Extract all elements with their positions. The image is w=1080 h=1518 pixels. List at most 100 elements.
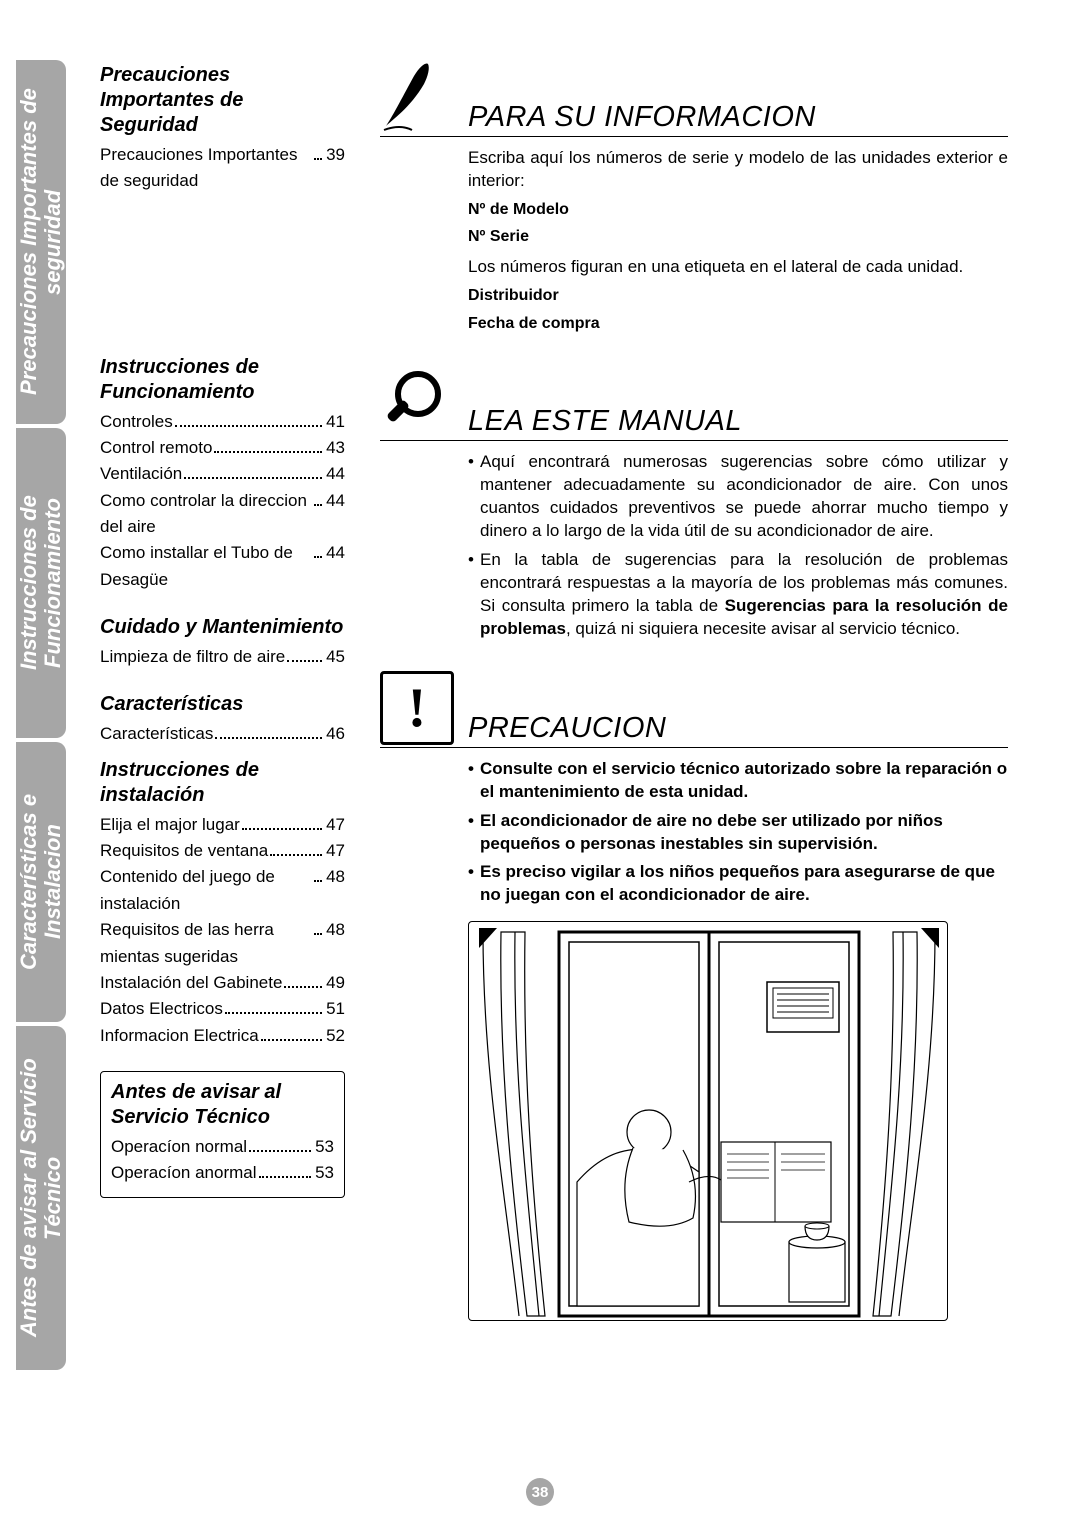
toc-entry-page: 39 [324,142,345,168]
toc-section-title: Instrucciones de instalación [100,758,345,808]
toc-entry-page: 41 [324,409,345,435]
toc-entry-label: Operacíon anormal [111,1160,257,1186]
toc-entry-page: 47 [324,812,345,838]
toc-leader-dots [287,660,322,662]
toc-leader-dots [314,880,322,882]
toc-entry-label: Datos Electricos [100,996,223,1022]
toc-leader-dots [314,556,322,558]
toc-entry-label: Control remoto [100,435,212,461]
toc-entry-page: 48 [324,917,345,943]
toc-entry-page: 51 [324,996,345,1022]
read-bullet-2: En la tabla de sugerencias para la resol… [468,549,1008,641]
toc-entry-label: Ventilación [100,461,182,487]
section-info-title: PARA SU INFORMACION [468,101,816,134]
magnifier-icon [380,364,454,438]
toc-entry: Como installar el Tubo de Desagüe 44 [100,540,345,593]
toc-entry-label: Limpieza de filtro de aire [100,644,285,670]
toc-leader-dots [214,451,322,453]
exclamation-icon: ! [380,671,454,745]
toc-entry-label: Precauciones Importantes de seguridad [100,142,312,195]
toc-entry: Informacion Electrica 52 [100,1023,345,1049]
toc-leader-dots [215,737,322,739]
section-read-title: LEA ESTE MANUAL [468,405,742,438]
toc-leader-dots [314,933,322,935]
toc-entry-label: Características [100,721,213,747]
toc-entry-page: 52 [324,1023,345,1049]
section-caution-body: Consulte con el servicio técnico autoriz… [468,758,1008,908]
toc-leader-dots [175,425,322,427]
table-of-contents: Precauciones Importantes de SeguridadPre… [100,63,345,1198]
toc-entry-page: 44 [324,540,345,566]
toc-leader-dots [184,477,322,479]
toc-entry-label: Requisitos de ventana [100,838,268,864]
toc-section-title: Precauciones Importantes de Seguridad [100,63,345,138]
read-b2c: , quizá ni siquiera necesite avisar al s… [566,619,960,638]
toc-entry: Contenido del juego de instalación 48 [100,864,345,917]
toc-entry-page: 44 [324,461,345,487]
section-info-header: PARA SU INFORMACION [380,60,1008,137]
info-note: Los números figuran en una etiqueta en e… [468,256,1008,279]
toc-leader-dots [249,1150,311,1152]
sidebar-tab: Antes de avisar al Servicio Técnico [16,1026,66,1370]
pen-icon [380,60,454,134]
toc-entry: Precauciones Importantes de seguridad 39 [100,142,345,195]
toc-entry-label: Operacíon normal [111,1134,247,1160]
toc-entry-label: Instalación del Gabinete [100,970,282,996]
toc-entry: Como controlar la direccion del aire 44 [100,488,345,541]
toc-entry-page: 53 [313,1160,334,1186]
toc-entry: Requisitos de ventana 47 [100,838,345,864]
section-caution: ! PRECAUCION Consulte con el servicio té… [380,671,1008,1322]
read-bullet-1: Aquí encontrará numerosas sugerencias so… [468,451,1008,543]
toc-entry-page: 48 [324,864,345,890]
caution-bullet-1: Consulte con el servicio técnico autoriz… [468,758,1008,804]
toc-entry-label: Contenido del juego de instalación [100,864,312,917]
toc-leader-dots [284,986,322,988]
toc-entry-page: 46 [324,721,345,747]
section-info-body: Escriba aquí los números de serie y mode… [468,147,1008,334]
toc-entry-label: Como installar el Tubo de Desagüe [100,540,312,593]
toc-entry: Limpieza de filtro de aire 45 [100,644,345,670]
toc-entry: Requisitos de las herra mientas sugerida… [100,917,345,970]
manual-page: Precauciones Importantes de seguridad Ins… [0,0,1080,1518]
section-read: LEA ESTE MANUAL Aquí encontrará numerosa… [380,364,1008,641]
sidebar-tabs: Precauciones Importantes de seguridadIns… [16,60,66,1374]
toc-leader-dots [261,1039,322,1041]
toc-entry: Datos Electricos 51 [100,996,345,1022]
toc-entry-page: 49 [324,970,345,996]
field-serial-label: Nº Serie [468,226,1008,248]
toc-leader-dots [270,854,322,856]
toc-entry-page: 44 [324,488,345,514]
section-read-header: LEA ESTE MANUAL [380,364,1008,441]
toc-entry: Características 46 [100,721,345,747]
sidebar-tab: Precauciones Importantes de seguridad [16,60,66,424]
toc-entry-page: 47 [324,838,345,864]
section-caution-title: PRECAUCION [468,712,666,745]
toc-entry: Elija el major lugar 47 [100,812,345,838]
field-date-label: Fecha de compra [468,313,1008,335]
toc-section-title: Características [100,692,345,717]
window-illustration [468,921,948,1321]
field-model-label: Nº de Modelo [468,199,1008,221]
info-intro: Escriba aquí los números de serie y mode… [468,147,1008,193]
toc-entry-label: Informacion Electrica [100,1023,259,1049]
toc-entry: Ventilación 44 [100,461,345,487]
field-dist-label: Distribuidor [468,285,1008,307]
toc-section-title: Cuidado y Mantenimiento [100,615,345,640]
main-column: PARA SU INFORMACION Escriba aquí los núm… [380,60,1008,1351]
toc-entry-label: Requisitos de las herra mientas sugerida… [100,917,312,970]
toc-entry: Control remoto 43 [100,435,345,461]
toc-entry: Controles 41 [100,409,345,435]
toc-entry-page: 43 [324,435,345,461]
toc-entry-label: Como controlar la direccion del aire [100,488,312,541]
caution-bullet-2: El acondicionador de aire no debe ser ut… [468,810,1008,856]
toc-leader-dots [225,1012,322,1014]
toc-entry: Operacíon normal53 [111,1134,334,1160]
toc-leader-dots [314,504,322,506]
toc-entry-label: Elija el major lugar [100,812,240,838]
toc-entry-label: Controles [100,409,173,435]
toc-entry: Operacíon anormal 53 [111,1160,334,1186]
toc-entry: Instalación del Gabinete 49 [100,970,345,996]
toc-leader-dots [242,828,322,830]
section-caution-header: ! PRECAUCION [380,671,1008,748]
toc-entry-page: 45 [324,644,345,670]
